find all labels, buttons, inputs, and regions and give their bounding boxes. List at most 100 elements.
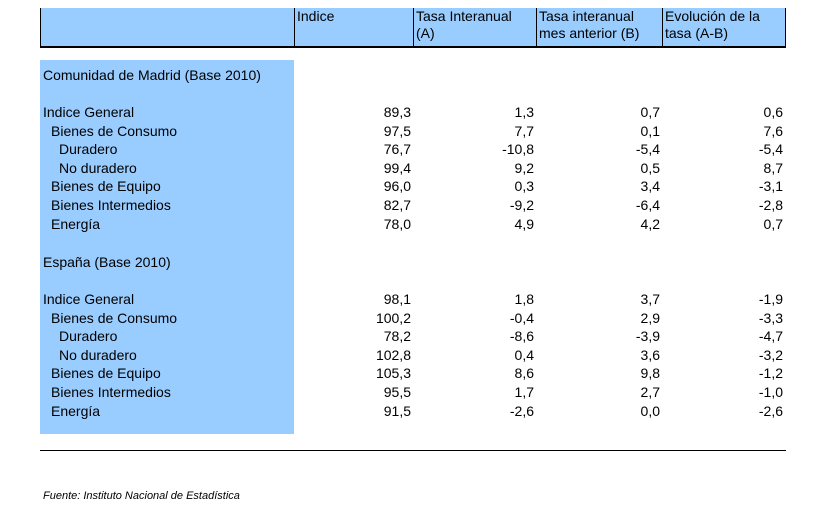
row-label: Duradero <box>59 141 118 158</box>
tasa-interanual-value: 0,3 <box>514 178 534 195</box>
table-row: Energía 91,5 -2,6 0,0 -2,6 <box>0 402 831 421</box>
table-row: Bienes Intermedios 82,7 -9,2 -6,4 -2,8 <box>0 196 831 215</box>
table-row: Bienes Intermedios 95,5 1,7 2,7 -1,0 <box>0 383 831 402</box>
indice-value: 99,4 <box>383 159 411 176</box>
indice-value: 89,3 <box>383 104 411 120</box>
evolucion-value: -1,2 <box>758 365 783 382</box>
table-row: Indice General 89,3 1,3 0,7 0,6 <box>0 103 831 122</box>
header-evolucion-line1: Evolución de la <box>665 8 760 24</box>
evolucion-value: 8,7 <box>763 159 783 176</box>
header-cell-evolucion: Evolución de la tasa (A-B) <box>662 8 786 46</box>
tasa-mes-anterior-value: 0,1 <box>640 122 660 139</box>
tasa-mes-anterior-value: 2,9 <box>640 309 660 326</box>
tasa-interanual-value: -8,6 <box>509 328 534 345</box>
tasa-interanual-value: 1,7 <box>514 384 534 400</box>
tasa-mes-anterior-value: 3,7 <box>640 291 660 307</box>
tasa-interanual-value: 0,4 <box>514 346 534 363</box>
row-label: Bienes de Equipo <box>51 365 161 382</box>
evolucion-value: -2,6 <box>758 402 783 419</box>
header-cell-tasa-b: Tasa interanual mes anterior (B) <box>536 8 662 46</box>
section-title: Comunidad de Madrid (Base 2010) <box>43 67 261 83</box>
evolucion-value: -5,4 <box>758 141 783 158</box>
tasa-mes-anterior-value: 3,4 <box>640 178 660 195</box>
tasa-mes-anterior-value: 0,7 <box>640 104 660 120</box>
tasa-interanual-value: -2,6 <box>509 402 534 419</box>
indice-value: 78,2 <box>383 328 411 345</box>
header-tasa-b-line2: mes anterior (B) <box>539 25 640 41</box>
section-title: España (Base 2010) <box>43 254 171 270</box>
bottom-divider <box>40 450 786 451</box>
table-row: Bienes de Equipo 105,3 8,6 9,8 -1,2 <box>0 364 831 383</box>
table-row: Duradero 78,2 -8,6 -3,9 -4,7 <box>0 327 831 346</box>
header-cell-indice: Indice <box>294 8 413 46</box>
indice-value: 82,7 <box>383 197 411 213</box>
tasa-interanual-value: -9,2 <box>509 197 534 213</box>
tasa-interanual-value: 9,2 <box>514 159 534 176</box>
table-row: No duradero 99,4 9,2 0,5 8,7 <box>0 159 831 178</box>
row-label: Bienes de Consumo <box>51 309 178 326</box>
tasa-mes-anterior-value: -3,9 <box>635 328 660 345</box>
tasa-mes-anterior-value: 4,2 <box>640 215 660 232</box>
evolucion-value: -4,7 <box>758 328 783 345</box>
indice-value: 98,1 <box>383 291 411 307</box>
table-row: Bienes de Equipo 96,0 0,3 3,4 -3,1 <box>0 177 831 196</box>
evolucion-value: -1,0 <box>758 384 783 400</box>
header-tasa-a-line2: (A) <box>416 25 435 41</box>
evolucion-value: -1,9 <box>758 291 783 307</box>
tasa-interanual-value: 1,3 <box>514 104 534 120</box>
row-label: Bienes de Consumo <box>51 122 178 139</box>
tasa-interanual-value: 8,6 <box>514 365 534 382</box>
tasa-interanual-value: 1,8 <box>514 291 534 307</box>
evolucion-value: -2,8 <box>758 197 783 213</box>
tasa-interanual-value: -10,8 <box>502 141 534 158</box>
tasa-mes-anterior-value: 3,6 <box>640 346 660 363</box>
indice-value: 97,5 <box>383 122 411 139</box>
evolucion-value: -3,1 <box>758 178 783 195</box>
table-header: Indice Tasa Interanual (A) Tasa interanu… <box>40 8 786 48</box>
header-tasa-b-line1: Tasa interanual <box>539 8 634 24</box>
row-label: No duradero <box>59 346 137 363</box>
tasa-mes-anterior-value: 0,0 <box>640 402 660 419</box>
row-label: No duradero <box>59 159 137 176</box>
indice-value: 95,5 <box>383 384 411 400</box>
header-tasa-a-line1: Tasa Interanual <box>416 8 512 24</box>
indice-value: 105,3 <box>375 365 411 382</box>
table-row: No duradero 102,8 0,4 3,6 -3,2 <box>0 346 831 365</box>
row-label: Bienes Intermedios <box>51 197 171 213</box>
row-label: Duradero <box>59 328 118 345</box>
table-row: Duradero 76,7 -10,8 -5,4 -5,4 <box>0 140 831 159</box>
indice-value: 102,8 <box>375 346 411 363</box>
table-row: Bienes de Consumo 100,2 -0,4 2,9 -3,3 <box>0 309 831 328</box>
indice-value: 78,0 <box>383 215 411 232</box>
indice-value: 76,7 <box>383 141 411 158</box>
tasa-interanual-value: 4,9 <box>514 215 534 232</box>
tasa-mes-anterior-value: -5,4 <box>635 141 660 158</box>
tasa-mes-anterior-value: -6,4 <box>635 197 660 213</box>
indice-value: 96,0 <box>383 178 411 195</box>
evolucion-value: -3,3 <box>758 309 783 326</box>
table-row: Energía 78,0 4,9 4,2 0,7 <box>0 215 831 234</box>
row-label: Bienes de Equipo <box>51 178 161 195</box>
header-cell-blank <box>40 8 294 46</box>
header-cell-tasa-a: Tasa Interanual (A) <box>413 8 536 46</box>
tasa-mes-anterior-value: 9,8 <box>640 365 660 382</box>
table-row: Indice General 98,1 1,8 3,7 -1,9 <box>0 290 831 309</box>
indice-value: 91,5 <box>383 402 411 419</box>
tasa-mes-anterior-value: 2,7 <box>640 384 660 400</box>
row-label: Energía <box>51 402 101 419</box>
evolucion-value: 7,6 <box>763 122 783 139</box>
row-label: Bienes Intermedios <box>51 384 171 400</box>
row-label: Indice General <box>43 291 135 307</box>
tasa-interanual-value: -0,4 <box>509 309 534 326</box>
row-label: Indice General <box>43 104 135 120</box>
label-column-highlight <box>40 60 294 434</box>
indice-value: 100,2 <box>375 309 411 326</box>
tasa-interanual-value: 7,7 <box>514 122 534 139</box>
header-evolucion-line2: tasa (A-B) <box>665 25 729 41</box>
header-indice-label: Indice <box>297 8 335 24</box>
evolucion-value: 0,6 <box>763 104 783 120</box>
row-label: Energía <box>51 215 101 232</box>
evolucion-value: -3,2 <box>758 346 783 363</box>
tasa-mes-anterior-value: 0,5 <box>640 159 660 176</box>
source-note: Fuente: Instituto Nacional de Estadístic… <box>43 490 240 502</box>
